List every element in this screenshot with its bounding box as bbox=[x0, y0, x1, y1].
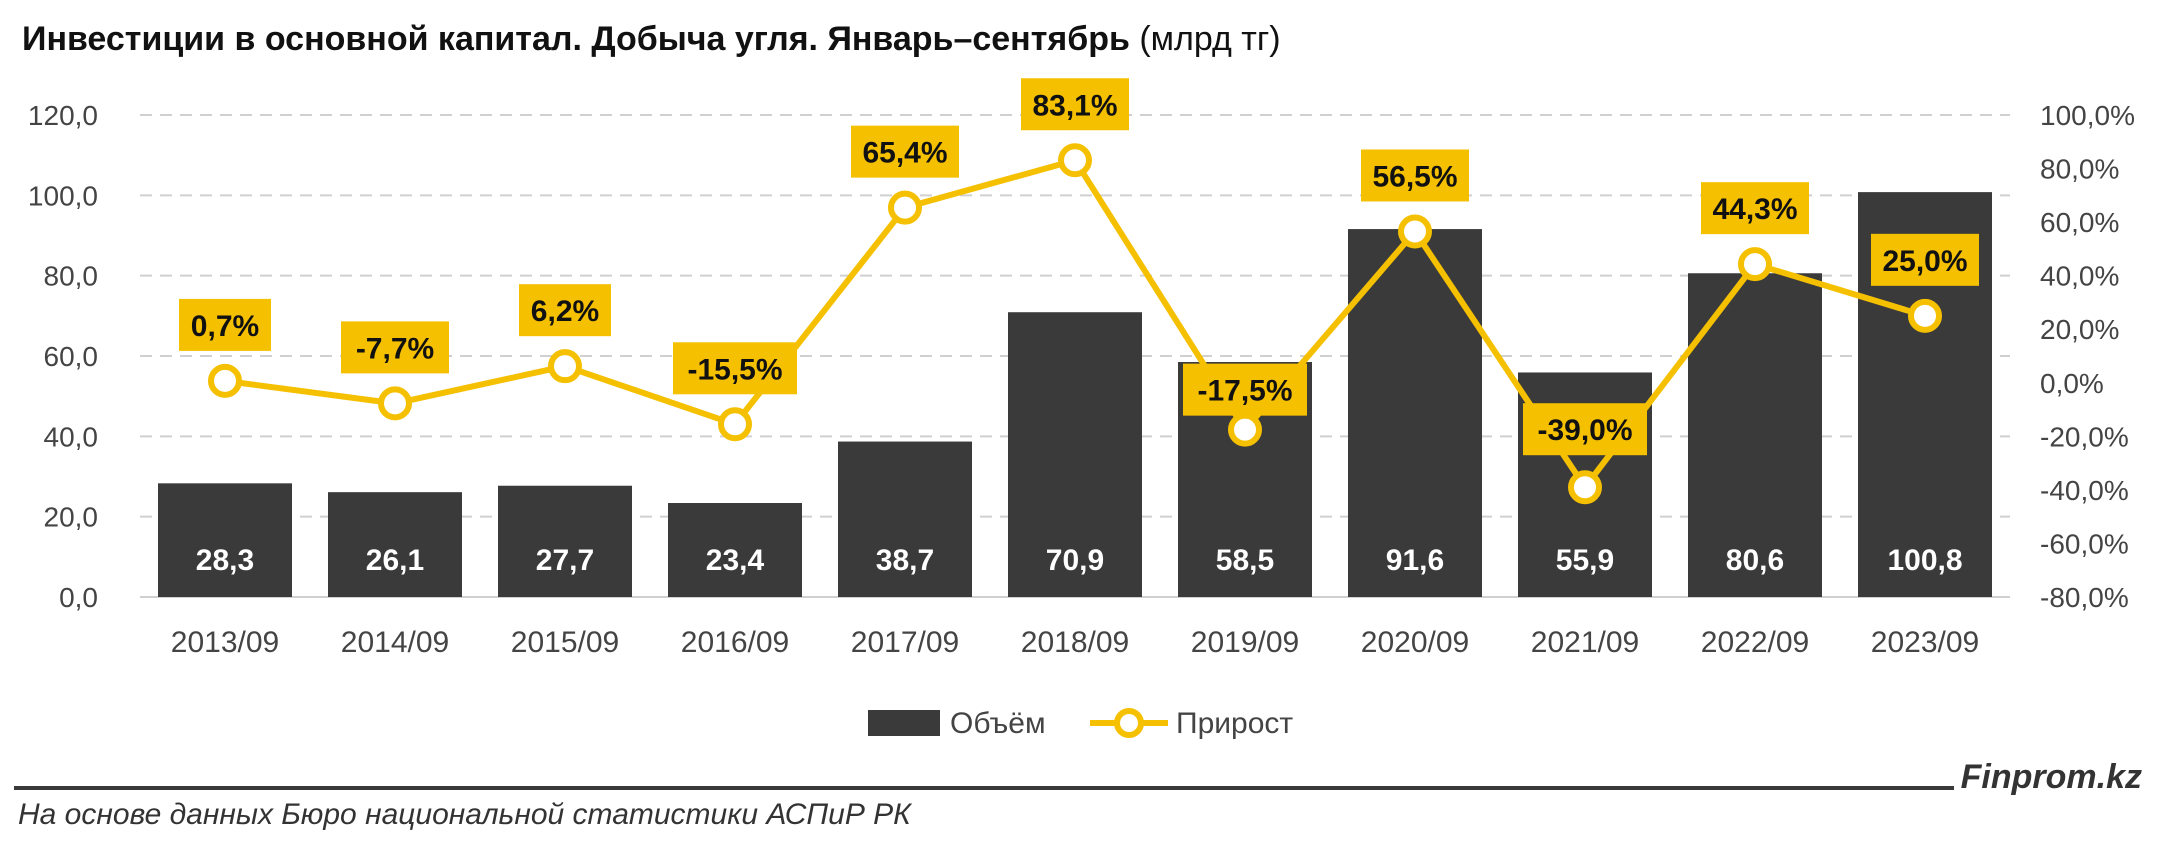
x-tick-label: 2022/09 bbox=[1701, 626, 1809, 659]
growth-point bbox=[548, 349, 582, 384]
growth-point bbox=[888, 190, 922, 225]
growth-label-box bbox=[851, 125, 959, 178]
legend-swatch-bar bbox=[868, 710, 940, 736]
growth-label: 0,7% bbox=[191, 310, 259, 343]
growth-label-box bbox=[1361, 149, 1469, 202]
y-left-tick-label: 60,0 bbox=[44, 341, 99, 372]
legend-swatch-marker bbox=[1114, 708, 1144, 738]
x-tick-label: 2015/09 bbox=[511, 626, 619, 659]
growth-point bbox=[1908, 298, 1942, 333]
bar-value-label: 23,4 bbox=[706, 544, 765, 577]
brand-logo-text: Finprom.kz bbox=[1960, 758, 2142, 796]
y-right-tick-label: 100,0% bbox=[2040, 100, 2135, 131]
bar-value-label: 28,3 bbox=[196, 544, 254, 577]
bar bbox=[668, 503, 802, 597]
bar-value-label: 70,9 bbox=[1046, 544, 1104, 577]
chart-title-main: Инвестиции в основной капитал. Добыча уг… bbox=[22, 20, 1130, 58]
y-left-tick-label: 80,0 bbox=[44, 261, 99, 292]
x-tick-label: 2018/09 bbox=[1021, 626, 1129, 659]
chart: 0,0 20,0 40,0 60,0 80,0 100,0 120,0 -80,0% -60,0… bbox=[28, 78, 2135, 740]
growth-label: 44,3% bbox=[1712, 193, 1797, 226]
y-left-tick-label: 120,0 bbox=[28, 100, 98, 131]
x-tick-label: 2016/09 bbox=[681, 626, 789, 659]
y-left-tick-label: 100,0 bbox=[28, 180, 98, 211]
y-right-tick-label: 40,0% bbox=[2040, 261, 2119, 292]
bar bbox=[1348, 229, 1482, 597]
bar bbox=[158, 483, 292, 597]
y-right-tick-label: 80,0% bbox=[2040, 154, 2119, 185]
y-right-tick-label: 60,0% bbox=[2040, 207, 2119, 238]
growth-label: 6,2% bbox=[531, 295, 599, 328]
growth-point bbox=[378, 386, 412, 421]
y-left-tick-label: 20,0 bbox=[44, 502, 99, 533]
y-right-tick-label: 0,0% bbox=[2040, 368, 2104, 399]
bar-value-label: 55,9 bbox=[1556, 544, 1614, 577]
growth-label: -15,5% bbox=[687, 353, 782, 386]
y-right-tick-label: 20,0% bbox=[2040, 314, 2119, 345]
growth-label: -7,7% bbox=[356, 332, 434, 365]
growth-label-box bbox=[341, 321, 449, 374]
y-right-tick-label: -60,0% bbox=[2040, 528, 2129, 559]
growth-point bbox=[718, 407, 752, 442]
growth-label: 56,5% bbox=[1372, 160, 1457, 193]
y-right-tick-label: -20,0% bbox=[2040, 421, 2129, 452]
source-note: На основе данных Бюро национальной стати… bbox=[18, 798, 911, 831]
growth-label-box bbox=[1021, 78, 1129, 131]
y-right-tick-label: -80,0% bbox=[2040, 582, 2129, 613]
bar bbox=[328, 492, 462, 597]
bar-value-label: 91,6 bbox=[1386, 544, 1444, 577]
growth-point bbox=[1738, 247, 1772, 282]
bar bbox=[1008, 312, 1142, 597]
growth-label: 83,1% bbox=[1032, 89, 1117, 122]
bar-value-label: 58,5 bbox=[1216, 544, 1274, 577]
y-right-tick-label: -40,0% bbox=[2040, 475, 2129, 506]
growth-point bbox=[1228, 412, 1262, 447]
footer-divider bbox=[14, 786, 1954, 790]
growth-label: -39,0% bbox=[1537, 414, 1632, 447]
bar-value-label: 27,7 bbox=[536, 544, 594, 577]
x-tick-label: 2017/09 bbox=[851, 626, 959, 659]
growth-label: 25,0% bbox=[1882, 245, 1967, 278]
legend-label-bar: Объём bbox=[950, 707, 1046, 740]
growth-point bbox=[1058, 143, 1092, 178]
growth-point bbox=[208, 363, 242, 398]
x-tick-label: 2019/09 bbox=[1191, 626, 1299, 659]
growth-label-box bbox=[1701, 182, 1809, 235]
growth-label: 65,4% bbox=[862, 137, 947, 170]
bar bbox=[838, 441, 972, 597]
x-tick-label: 2020/09 bbox=[1361, 626, 1469, 659]
growth-label-box bbox=[1183, 363, 1307, 416]
x-tick-label: 2021/09 bbox=[1531, 626, 1639, 659]
chart-title: Инвестиции в основной капитал. Добыча уг… bbox=[22, 20, 1281, 59]
growth-label: -17,5% bbox=[1197, 375, 1292, 408]
bar-value-label: 26,1 bbox=[366, 544, 424, 577]
growth-label-box bbox=[1871, 233, 1979, 286]
growth-point bbox=[1568, 470, 1602, 505]
x-tick-label: 2013/09 bbox=[171, 626, 279, 659]
bar bbox=[498, 485, 632, 597]
x-tick-label: 2023/09 bbox=[1871, 626, 1979, 659]
bar-value-label: 100,8 bbox=[1887, 544, 1962, 577]
chart-title-unit: (млрд тг) bbox=[1139, 20, 1281, 58]
growth-label-box bbox=[1523, 403, 1647, 456]
growth-label-box bbox=[673, 342, 797, 395]
bar-value-label: 38,7 bbox=[876, 544, 934, 577]
y-left-tick-label: 40,0 bbox=[44, 421, 99, 452]
legend-label-line: Прирост bbox=[1176, 707, 1293, 740]
y-left-tick-label: 0,0 bbox=[59, 582, 98, 613]
bar-value-label: 80,6 bbox=[1726, 544, 1784, 577]
growth-label-box bbox=[519, 284, 611, 337]
x-tick-label: 2014/09 bbox=[341, 626, 449, 659]
growth-label-box bbox=[179, 298, 271, 351]
growth-point bbox=[1398, 214, 1432, 249]
